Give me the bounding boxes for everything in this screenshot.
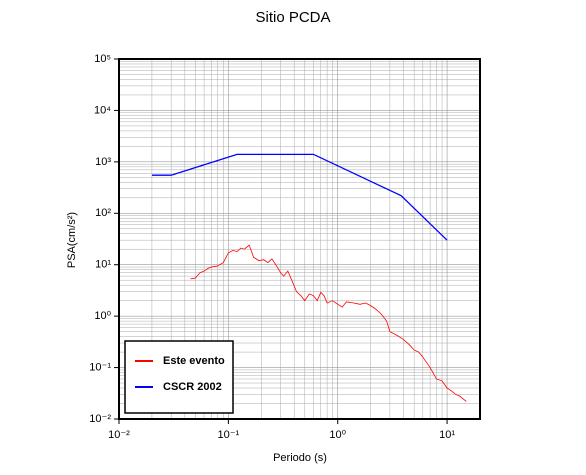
y-tick-label: 10² — [95, 207, 111, 219]
y-tick-label: 10⁻¹ — [89, 361, 111, 373]
y-tick-label: 10¹ — [95, 259, 111, 271]
chart-title: Sitio PCDA — [255, 9, 330, 26]
series-line — [190, 244, 467, 402]
legend-box — [124, 340, 234, 414]
legend-label: Este evento — [163, 355, 225, 367]
x-tick-label: 10⁻² — [108, 429, 130, 441]
y-tick-label: 10⁵ — [94, 53, 111, 65]
legend-label: CSCR 2002 — [163, 381, 222, 393]
x-tick-label: 10⁰ — [329, 429, 346, 441]
x-tick-label: 10⁻¹ — [218, 429, 240, 441]
plot-frame — [118, 58, 481, 420]
y-tick-label: 10³ — [95, 156, 111, 168]
x-tick-label: 10¹ — [439, 429, 455, 441]
y-tick-label: 10⁻² — [89, 413, 111, 425]
y-axis-label: PSA(cm/s²) — [66, 212, 78, 268]
y-tick-label: 10⁰ — [94, 310, 111, 322]
x-axis-label: Periodo (s) — [273, 452, 327, 464]
y-tick-label: 10⁴ — [94, 104, 111, 116]
series-line — [151, 153, 448, 241]
